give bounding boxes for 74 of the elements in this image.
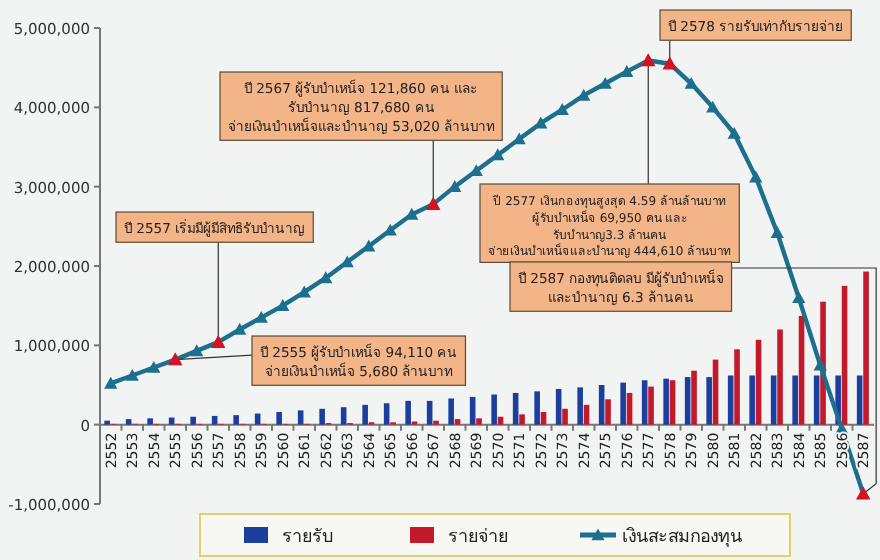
- bar: [669, 380, 676, 425]
- point: [620, 65, 634, 77]
- bar: [190, 416, 196, 425]
- bar: [691, 370, 697, 425]
- bar: [448, 398, 454, 425]
- legend-label: รายรับ: [282, 528, 334, 548]
- bar: [534, 391, 540, 425]
- bar: [577, 387, 583, 425]
- bar: [605, 399, 611, 425]
- bar: [233, 415, 239, 425]
- bar: [540, 411, 547, 425]
- point: [147, 360, 161, 373]
- bar: [476, 418, 482, 425]
- point: [297, 285, 311, 298]
- bar: [863, 271, 869, 425]
- bar: [497, 416, 504, 425]
- bar: [626, 392, 633, 425]
- bar: [276, 411, 282, 425]
- bar: [562, 408, 568, 425]
- point: [233, 322, 247, 335]
- point: [598, 76, 612, 89]
- point: [684, 76, 698, 89]
- point: [792, 291, 806, 304]
- point: [276, 299, 290, 311]
- bar: [813, 375, 820, 425]
- bar: [749, 375, 755, 425]
- bar: [147, 418, 153, 425]
- bar: [777, 329, 783, 425]
- bar: [620, 382, 626, 425]
- point: [813, 358, 827, 371]
- bar: [770, 375, 777, 425]
- bar: [426, 400, 433, 425]
- bar: [319, 408, 325, 425]
- point: [706, 100, 720, 113]
- point: [405, 207, 419, 220]
- bar: [663, 378, 669, 425]
- point: [125, 368, 139, 381]
- point: [491, 148, 505, 161]
- bar: [454, 419, 461, 425]
- bar: [405, 400, 411, 425]
- bar: [383, 403, 390, 425]
- bar: [362, 404, 368, 425]
- bar: [684, 377, 691, 425]
- legend-label: รายจ่าย: [448, 528, 508, 548]
- legend-label: เงินสะสมกองทุน: [622, 526, 742, 548]
- point: [254, 310, 268, 323]
- bar: [648, 386, 654, 425]
- bar: [583, 404, 590, 425]
- bar: [856, 375, 863, 425]
- point: [190, 344, 204, 357]
- point: [770, 226, 784, 238]
- point: [448, 180, 462, 192]
- bar: [734, 349, 740, 425]
- point: [362, 239, 376, 252]
- bar: [340, 407, 347, 425]
- bar: [519, 414, 525, 425]
- bar: [598, 385, 605, 425]
- point: [749, 170, 763, 183]
- bar: [125, 419, 132, 425]
- bar: [555, 388, 562, 425]
- point: [104, 376, 118, 389]
- bar: [512, 392, 519, 425]
- point: [319, 271, 333, 284]
- point: [577, 88, 591, 101]
- point: [727, 126, 741, 139]
- bar: [727, 375, 734, 425]
- point: [534, 116, 548, 129]
- bar: [491, 394, 497, 425]
- bar: [211, 415, 218, 425]
- bar: [469, 396, 476, 425]
- bar: [641, 380, 648, 425]
- bar: [792, 375, 798, 425]
- bar: [297, 410, 304, 425]
- bar: [706, 377, 712, 425]
